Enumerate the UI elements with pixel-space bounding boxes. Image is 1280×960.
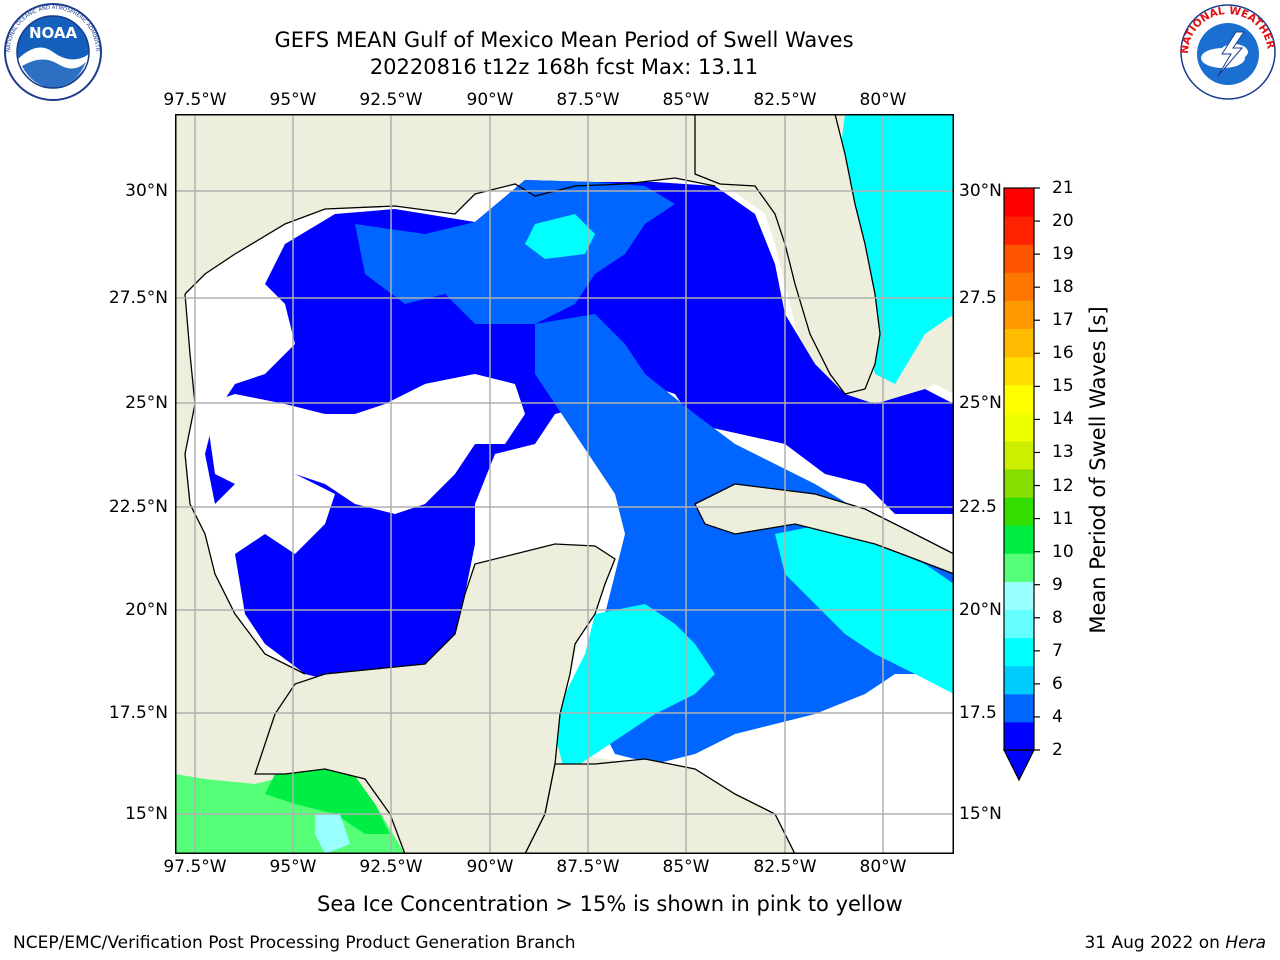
colorbar <box>1003 187 1040 782</box>
colorbar-tick-label: 8 <box>1052 607 1063 628</box>
mexico-gulf-coast <box>184 293 306 675</box>
central-america <box>524 758 796 854</box>
lat-tick-right: 17.5 <box>959 703 997 723</box>
colorbar-tick-label: 15 <box>1052 376 1074 397</box>
colorbar-bin <box>1004 440 1034 470</box>
footer-date: 31 Aug 2022 on Hera <box>1084 933 1266 953</box>
colorbar-bin <box>1004 665 1034 695</box>
colorbar-bin <box>1004 328 1034 358</box>
colorbar-frame <box>1003 187 1035 751</box>
lat-tick-left: 25°N <box>125 393 168 413</box>
lat-tick-left: 15°N <box>125 804 168 824</box>
colorbar-bin <box>1004 497 1034 526</box>
nws-logo: NATIONAL WEATHER SERVICE <box>1178 2 1277 100</box>
footer-credit: NCEP/EMC/Verification Post Processing Pr… <box>13 933 576 953</box>
colorbar-bin <box>1004 525 1034 554</box>
gridlines <box>175 114 954 854</box>
colorbar-bin <box>1004 244 1034 273</box>
noaa-logo: NOAA NATIONAL OCEANIC AND ATMOSPHERIC AD… <box>2 2 102 101</box>
colorbar-tick-label: 4 <box>1052 706 1063 727</box>
colorbar-bin <box>1004 384 1034 414</box>
swell-2-4s <box>205 180 954 684</box>
colorbar-bin <box>1004 300 1034 329</box>
colorbar-tick-label: 18 <box>1052 277 1074 298</box>
lon-tick-top: 87.5°W <box>556 90 620 110</box>
colorbar-tick-label: 2 <box>1052 740 1063 760</box>
gulf-map <box>175 114 954 854</box>
colorbar-bin <box>1004 637 1034 667</box>
lon-tick-bottom: 97.5°W <box>163 857 227 877</box>
colorbar-bin <box>1004 693 1034 723</box>
lat-tick-left: 17.5°N <box>108 703 168 723</box>
colorbar-bin <box>1004 216 1034 245</box>
colorbar-bin <box>1004 553 1034 582</box>
colorbar-tick-label: 11 <box>1052 508 1074 529</box>
colorbar-bin <box>1004 721 1034 751</box>
lon-tick-top: 85°W <box>662 90 710 110</box>
colorbar-bin <box>1004 609 1034 639</box>
colorbar-label: Mean Period of Swell Waves [s] <box>1086 306 1110 634</box>
colorbar-bin <box>1004 581 1034 610</box>
lat-tick-right: 15°N <box>959 804 1002 824</box>
sea-ice-note: Sea Ice Concentration > 15% is shown in … <box>317 892 903 916</box>
noaa-logo-text: NOAA <box>29 24 78 42</box>
lon-tick-top: 95°W <box>269 90 317 110</box>
lon-tick-top: 90°W <box>466 90 514 110</box>
colorbar-bin <box>1004 412 1034 442</box>
colorbar-tick-label: 17 <box>1052 310 1074 331</box>
lon-tick-bottom: 92.5°W <box>359 857 423 877</box>
footer-host: Hera <box>1225 933 1266 953</box>
colorbar-tick-label: 7 <box>1052 640 1063 661</box>
lat-tick-right: 20°N <box>959 600 1002 620</box>
lat-tick-left: 30°N <box>125 181 168 201</box>
chart-title: GEFS MEAN Gulf of Mexico Mean Period of … <box>274 28 854 52</box>
lon-tick-top: 82.5°W <box>753 90 817 110</box>
lat-tick-right: 30°N <box>959 181 1002 201</box>
colorbar-tick-label: 13 <box>1052 442 1074 463</box>
chart-subtitle: 20220816 t12z 168h fcst Max: 13.11 <box>369 55 759 79</box>
colorbar-tick-label: 20 <box>1052 211 1074 232</box>
colorbar-tick-label: 10 <box>1052 541 1074 562</box>
colorbar-bin <box>1004 272 1034 301</box>
colorbar-bin <box>1004 188 1034 217</box>
lat-tick-left: 27.5°N <box>108 288 168 308</box>
lat-tick-left: 20°N <box>125 600 168 620</box>
colorbar-bin <box>1004 469 1034 498</box>
colorbar-bin <box>1004 356 1034 386</box>
yucatan-peninsula <box>254 543 616 854</box>
colorbar-tick-label: 6 <box>1052 673 1063 694</box>
lon-tick-bottom: 85°W <box>662 857 710 877</box>
colorbar-tick-label: 12 <box>1052 475 1074 496</box>
footer-date-text: 31 Aug 2022 on <box>1084 933 1226 953</box>
lat-tick-right: 25°N <box>959 393 1002 413</box>
map-frame <box>175 114 954 854</box>
lon-tick-top: 92.5°W <box>359 90 423 110</box>
lat-tick-left: 22.5°N <box>108 497 168 517</box>
lon-tick-bottom: 80°W <box>859 857 907 877</box>
colorbar-extend-arrow <box>1003 749 1035 782</box>
lat-tick-right: 22.5 <box>959 497 997 517</box>
colorbar-tick-label: 19 <box>1052 244 1074 265</box>
lon-tick-top: 97.5°W <box>163 90 227 110</box>
lon-tick-bottom: 82.5°W <box>753 857 817 877</box>
lon-tick-bottom: 90°W <box>466 857 514 877</box>
colorbar-tick-label: 9 <box>1052 574 1063 595</box>
colorbar-tick-label: 21 <box>1052 178 1074 198</box>
us-gulf-coast <box>184 177 716 295</box>
swell-4-6s <box>355 180 675 324</box>
lon-tick-bottom: 95°W <box>269 857 317 877</box>
colorbar-tick-label: 16 <box>1052 343 1074 364</box>
lat-tick-right: 27.5 <box>959 288 997 308</box>
lon-tick-bottom: 87.5°W <box>556 857 620 877</box>
swell-6-8s <box>555 604 715 774</box>
lon-tick-top: 80°W <box>859 90 907 110</box>
colorbar-tick-label: 14 <box>1052 409 1074 430</box>
